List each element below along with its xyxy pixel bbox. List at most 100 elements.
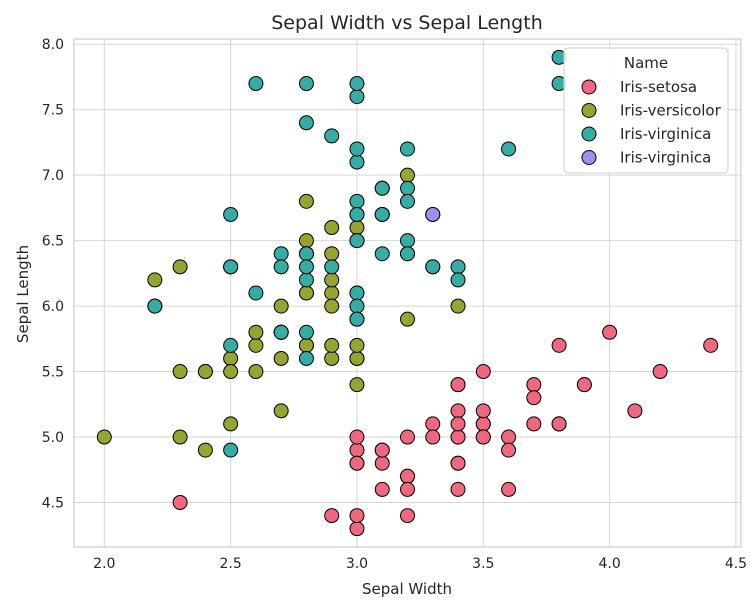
legend-items: Iris-setosa Iris-versicolor Iris-virginica… [581,78,722,167]
data-point [324,350,340,366]
series-3 [425,206,441,222]
data-point [324,246,340,262]
data-point [324,298,340,314]
legend-box [563,47,729,174]
data-point [374,180,390,196]
data-point [197,364,213,380]
data-point [501,481,517,497]
x-tick-label: 3.0 [346,556,368,572]
data-point [400,180,415,196]
data-point [400,481,415,497]
data-point [349,455,365,471]
data-point [374,206,390,222]
data-point [450,259,466,275]
data-point [450,429,466,445]
data-point [298,285,314,301]
x-axis-label: Sepal Width [362,580,452,598]
data-point [526,416,542,432]
y-tick-label: 6.5 [42,234,64,250]
data-point [400,246,415,262]
data-point [349,508,365,524]
data-point [450,481,466,497]
data-point [349,298,365,314]
legend-marker [581,79,597,95]
data-point [627,403,643,419]
x-tick-label: 4.0 [598,556,620,572]
x-tick-label: 3.5 [472,556,494,572]
data-point [349,429,365,445]
data-point [400,311,415,327]
data-point [273,403,289,419]
data-point [652,364,668,380]
data-point [703,337,719,353]
data-point [223,206,239,222]
data-point [349,311,365,327]
x-axis-ticks: 2.0 2.5 3.0 3.5 4.0 4.5 [93,556,747,572]
data-point [450,298,466,314]
x-tick-label: 2.0 [93,556,115,572]
data-point [96,429,112,445]
data-point [349,220,365,236]
data-point [248,324,264,340]
series-2 [147,49,567,458]
data-point [349,154,365,170]
data-point [450,403,466,419]
data-point [298,193,314,209]
data-point [324,272,340,288]
data-point [400,508,415,524]
data-point [450,272,466,288]
data-point [298,115,314,131]
chart-title: Sepal Width vs Sepal Length [271,12,543,34]
data-point [197,442,213,458]
data-point [349,521,365,537]
y-tick-label: 6.0 [42,299,64,315]
data-point [400,141,415,157]
data-point [273,298,289,314]
data-points [96,49,719,537]
data-point [324,220,340,236]
data-point [248,76,264,92]
x-tick-label: 4.5 [725,556,747,572]
data-point [223,259,239,275]
data-point [374,442,390,458]
y-axis-label: Sepal Length [14,245,32,343]
data-point [425,416,441,432]
legend-marker [581,103,597,118]
data-point [298,233,314,249]
legend-label: Iris-setosa [620,78,697,96]
data-point [349,442,365,458]
data-point [349,337,365,353]
data-point [526,377,542,393]
data-point [147,272,163,288]
data-point [248,337,264,353]
data-point [425,206,441,222]
legend-marker [581,150,597,165]
data-point [475,429,491,445]
series-0 [172,324,719,537]
data-point [324,508,340,524]
data-point [298,324,314,340]
data-point [374,246,390,262]
legend-label: Iris-virginica [620,149,711,167]
data-point [400,167,415,183]
data-point [349,141,365,157]
y-tick-label: 4.5 [42,495,64,511]
data-point [248,285,264,301]
data-point [223,337,239,353]
data-point [172,494,188,510]
data-point [172,364,188,380]
data-point [526,390,542,406]
data-point [475,364,491,380]
data-point [450,455,466,471]
data-point [400,429,415,445]
data-point [147,298,163,314]
plot-frame [73,38,742,548]
data-point [400,193,415,209]
data-point [349,206,365,222]
data-point [602,324,618,340]
data-point [298,272,314,288]
y-tick-label: 5.0 [42,430,64,446]
legend: Name Iris-setosa Iris-versicolor Iris-virg… [563,47,729,174]
y-tick-label: 8.0 [42,37,64,53]
